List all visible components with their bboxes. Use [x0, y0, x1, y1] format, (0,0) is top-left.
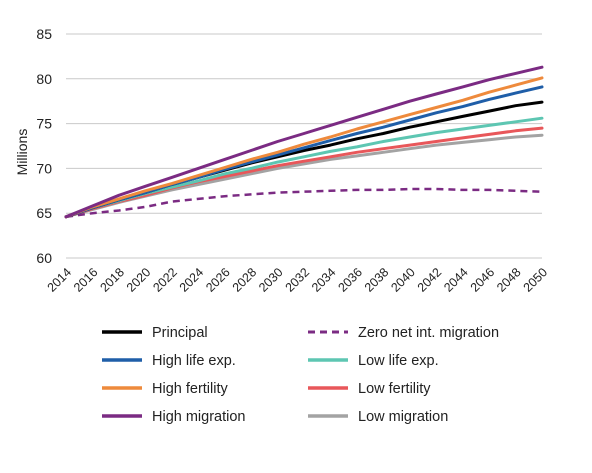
y-tick-label: 75 [36, 116, 52, 132]
y-tick-label: 60 [36, 250, 52, 266]
legend-label: Principal [152, 325, 208, 341]
legend-label: Low life exp. [358, 353, 439, 369]
series-lines [64, 65, 544, 219]
x-tick-label: 2014 [45, 265, 75, 295]
legend-label: High fertility [152, 381, 228, 397]
y-tick-label: 85 [36, 26, 52, 42]
x-tick-label: 2016 [71, 265, 101, 295]
legend-label: High life exp. [152, 353, 236, 369]
x-tick-label: 2020 [124, 265, 154, 295]
x-axis-ticks: 2014201620182020202220242026202820302032… [45, 265, 551, 295]
x-tick-label: 2024 [177, 265, 207, 295]
x-tick-label: 2044 [441, 265, 471, 295]
y-axis-ticks: 60 65 70 75 80 85 [36, 26, 52, 266]
x-tick-label: 2030 [256, 265, 286, 295]
x-tick-label: 2050 [521, 265, 551, 295]
x-tick-label: 2028 [230, 265, 260, 295]
x-tick-label: 2022 [150, 265, 180, 295]
series-line-low-fertility [64, 126, 544, 219]
x-tick-label: 2026 [203, 265, 233, 295]
y-tick-label: 80 [36, 71, 52, 87]
series-line-high-life-exp [64, 85, 544, 219]
x-tick-label: 2048 [494, 265, 524, 295]
x-tick-label: 2018 [97, 265, 127, 295]
y-tick-label: 65 [36, 205, 52, 221]
legend-label: Zero net int. migration [358, 325, 499, 341]
x-tick-label: 2034 [309, 265, 339, 295]
legend-label: High migration [152, 409, 246, 425]
x-tick-label: 2046 [468, 265, 498, 295]
x-tick-label: 2040 [388, 265, 418, 295]
series-line-zero-net-int-migration [65, 187, 543, 219]
y-tick-label: 70 [36, 160, 52, 176]
x-tick-label: 2038 [362, 265, 392, 295]
legend-label: Low fertility [358, 381, 431, 397]
x-tick-label: 2032 [283, 265, 313, 295]
y-axis-label: Millions [14, 129, 30, 176]
x-tick-label: 2036 [335, 265, 365, 295]
series-line-high-migration [64, 65, 544, 219]
x-tick-label: 2042 [415, 265, 445, 295]
legend: Principal Zero net int. migration High lif… [102, 325, 499, 425]
legend-label: Low migration [358, 409, 448, 425]
series-line-high-fertility [64, 76, 544, 219]
grid [66, 33, 542, 259]
